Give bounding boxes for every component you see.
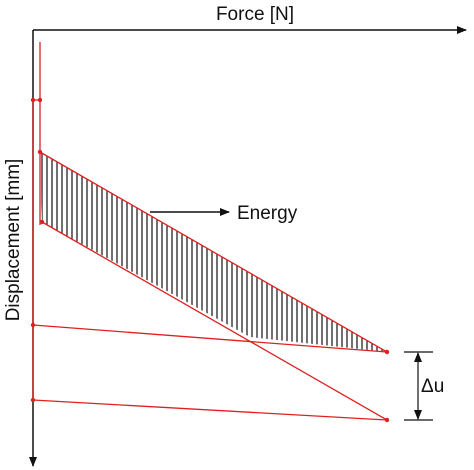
delta-label: Δu	[421, 376, 444, 397]
curves	[32, 42, 388, 421]
x-axis-label: Force [N]	[216, 4, 294, 25]
energy-label: Energy	[237, 203, 298, 224]
y-axis-label: Displacement [mm]	[3, 159, 24, 322]
points	[30, 97, 390, 423]
